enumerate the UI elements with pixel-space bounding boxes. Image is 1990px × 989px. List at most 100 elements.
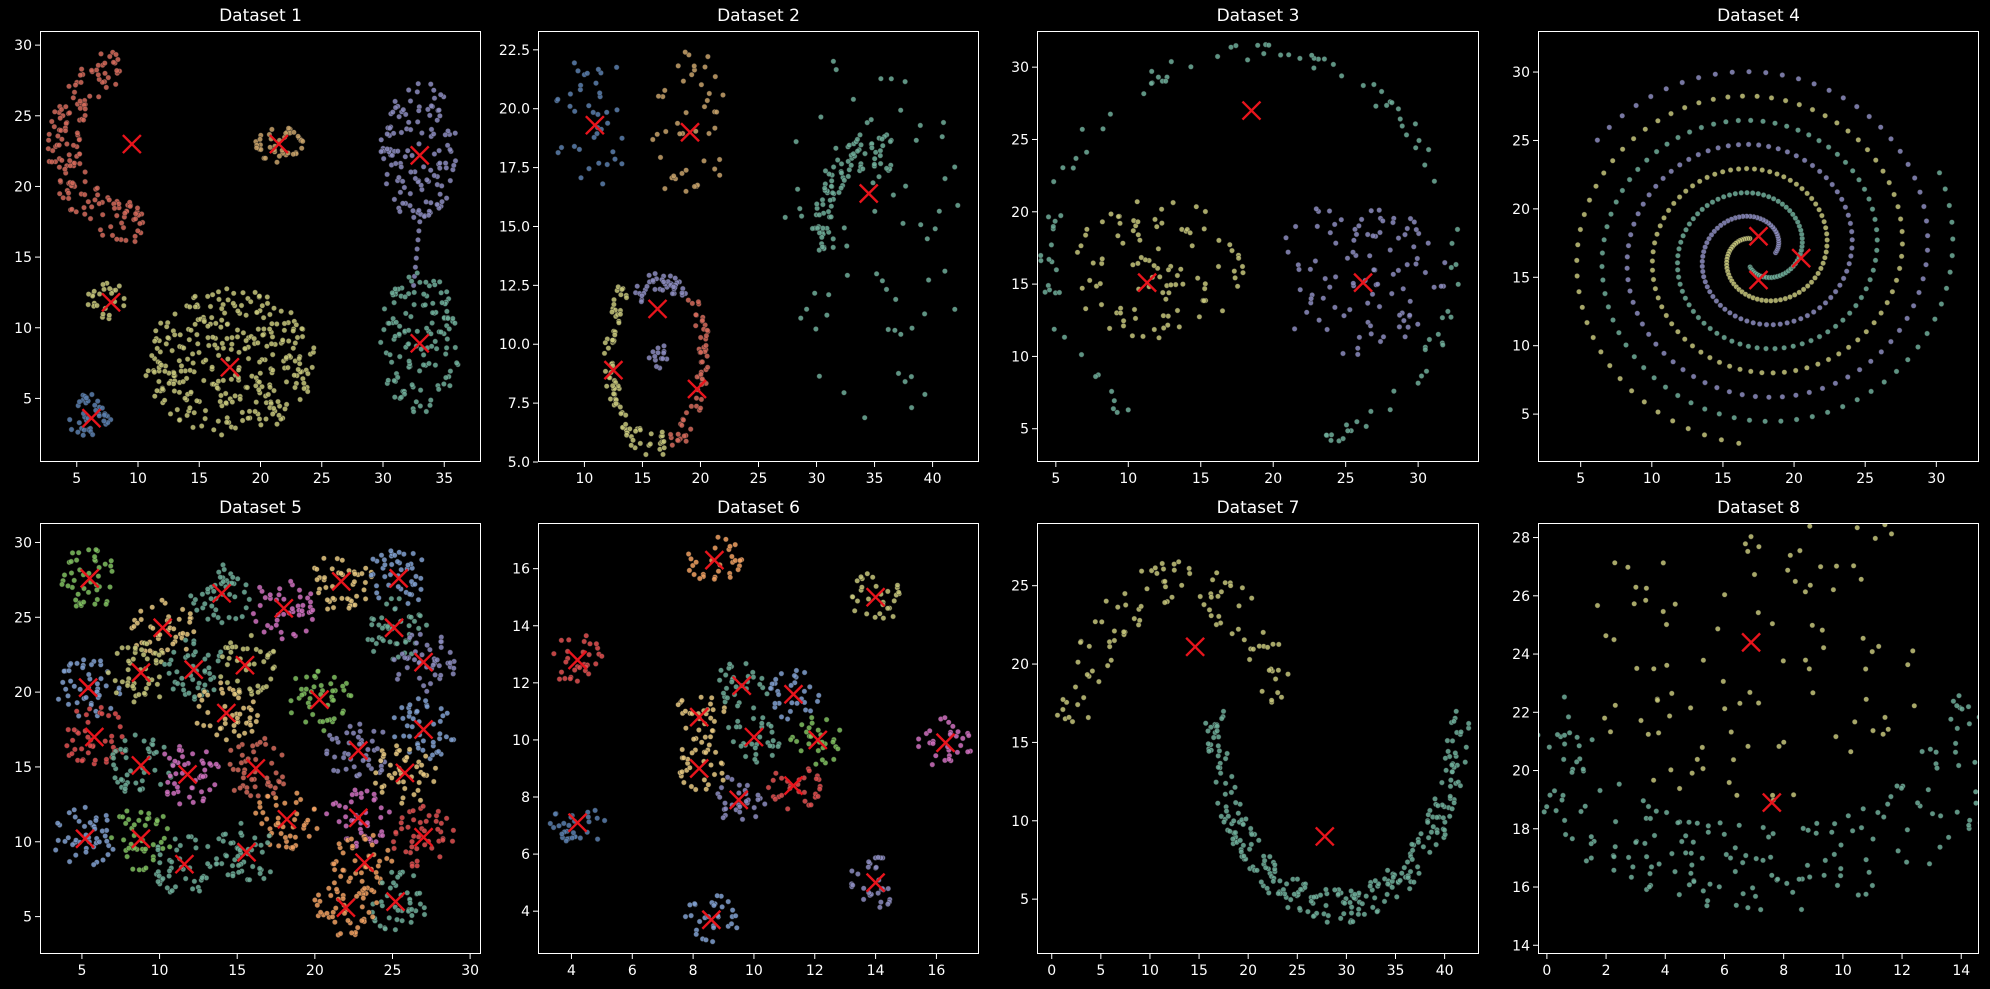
- y-tick-label: 10: [1512, 339, 1530, 355]
- data-point: [1303, 309, 1310, 316]
- data-point: [1657, 223, 1663, 229]
- data-point: [1858, 294, 1865, 301]
- data-point: [1709, 199, 1716, 205]
- data-point: [410, 816, 417, 823]
- data-point: [229, 644, 236, 650]
- data-point: [1698, 349, 1704, 355]
- data-point: [830, 739, 836, 745]
- data-point: [247, 714, 253, 721]
- data-point: [1216, 748, 1223, 754]
- data-point: [679, 746, 685, 753]
- data-point: [190, 360, 196, 366]
- data-point: [696, 918, 703, 925]
- data-point: [217, 673, 224, 680]
- data-point: [192, 293, 198, 300]
- data-point: [1780, 739, 1787, 745]
- data-point: [176, 747, 182, 753]
- data-point: [339, 683, 346, 689]
- data-point: [392, 333, 398, 340]
- data-point: [1694, 210, 1701, 217]
- data-point: [263, 683, 270, 690]
- data-point: [707, 733, 714, 740]
- data-point: [149, 676, 155, 683]
- data-point: [443, 345, 450, 351]
- data-point: [394, 640, 400, 647]
- data-point: [1405, 324, 1411, 330]
- data-point: [753, 751, 759, 758]
- data-point: [256, 799, 263, 806]
- data-point: [1458, 729, 1464, 735]
- data-point: [1541, 809, 1547, 815]
- data-point: [1810, 689, 1816, 696]
- data-point: [1160, 312, 1167, 319]
- data-point: [369, 842, 376, 848]
- data-point: [202, 656, 208, 662]
- data-point: [814, 225, 821, 232]
- data-point: [1746, 68, 1752, 75]
- data-point: [605, 345, 612, 351]
- centroid-marker: [701, 909, 722, 930]
- data-point: [793, 738, 800, 745]
- y-tick-label: 5: [1020, 892, 1029, 908]
- data-point: [174, 406, 181, 413]
- data-point: [163, 341, 170, 347]
- x-tick-label: 10: [1119, 471, 1137, 487]
- data-point: [638, 298, 645, 305]
- data-point: [210, 588, 217, 595]
- data-point: [108, 558, 114, 564]
- data-point: [96, 200, 103, 207]
- data-point: [253, 309, 260, 316]
- data-point: [450, 827, 457, 834]
- data-point: [1765, 143, 1772, 150]
- data-point: [1816, 168, 1823, 175]
- data-point: [94, 680, 101, 687]
- data-point: [1444, 737, 1451, 744]
- data-point: [612, 332, 618, 338]
- scatter-plot: 10 15 20 25 30 35 405.07.510.012.515.017.520.0…: [499, 31, 979, 487]
- data-point: [1259, 688, 1265, 695]
- data-point: [452, 320, 458, 326]
- data-point: [1965, 703, 1972, 710]
- data-point: [602, 339, 609, 346]
- data-point: [692, 786, 699, 793]
- data-point: [888, 76, 895, 82]
- data-point: [216, 296, 222, 303]
- data-point: [378, 804, 385, 811]
- data-point: [1784, 149, 1791, 155]
- data-point: [339, 557, 346, 564]
- data-point: [438, 820, 445, 827]
- data-point: [93, 546, 99, 553]
- data-point: [192, 303, 199, 310]
- data-point: [1268, 697, 1275, 704]
- centroid-marker: [409, 333, 430, 354]
- data-point: [1648, 93, 1654, 100]
- data-point: [240, 329, 247, 336]
- data-point: [166, 380, 172, 387]
- data-point: [1490, 729, 1495, 734]
- data-point: [219, 619, 225, 626]
- data-point: [299, 692, 305, 698]
- data-point: [1619, 146, 1626, 152]
- axes-frame: [1037, 523, 1479, 954]
- centroid-marker: [1185, 636, 1205, 657]
- data-point: [1231, 268, 1238, 274]
- centroid-marker: [235, 655, 255, 676]
- data-point: [1635, 210, 1641, 217]
- data-point: [1097, 280, 1104, 287]
- data-point: [447, 177, 454, 184]
- data-point: [1569, 769, 1575, 776]
- data-point: [171, 370, 177, 376]
- data-point: [208, 314, 215, 321]
- data-point: [178, 675, 185, 682]
- data-point: [400, 106, 407, 113]
- data-point: [1729, 338, 1735, 344]
- data-point: [352, 787, 358, 793]
- x-tick-label: 10: [1141, 963, 1159, 979]
- data-point: [1325, 912, 1332, 919]
- data-point: [864, 119, 871, 126]
- data-point: [622, 412, 629, 418]
- data-point: [393, 319, 400, 326]
- data-point: [194, 720, 200, 726]
- data-point: [119, 733, 125, 740]
- data-point: [1804, 862, 1811, 869]
